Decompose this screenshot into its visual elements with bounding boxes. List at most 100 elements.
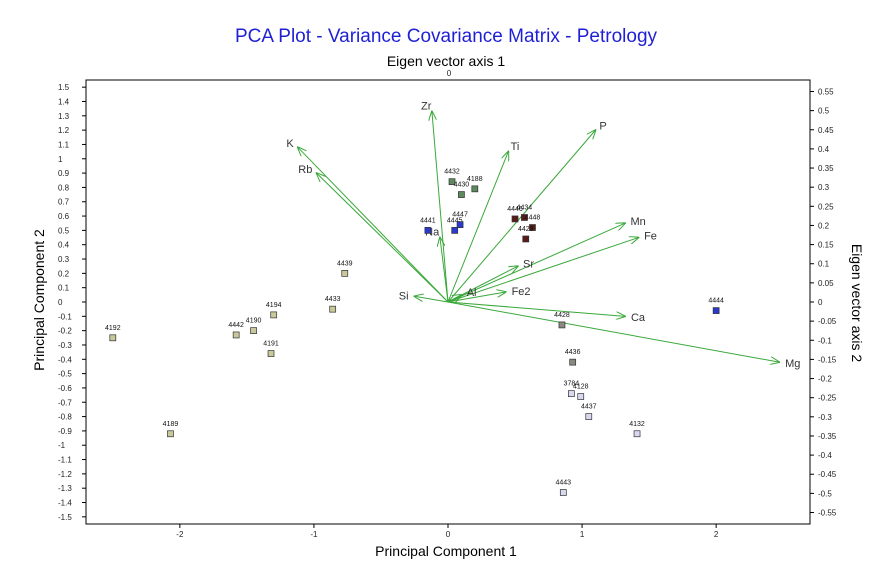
y-tick-label: 0.5	[58, 226, 70, 235]
y-tick-label: -0.4	[58, 355, 72, 364]
sample-point-4441	[424, 227, 432, 234]
sample-label-4191: 4191	[263, 341, 279, 348]
vector-label-mn: Mn	[630, 216, 645, 228]
sample-label-4132: 4132	[629, 421, 645, 428]
y-tick-label: 0.9	[58, 169, 70, 178]
sample-point-4128	[577, 393, 585, 400]
sample-label-4441: 4441	[420, 217, 436, 224]
vector-ca	[447, 301, 625, 316]
vector-label-p: P	[599, 121, 606, 133]
right-y-tick-label: 0.05	[818, 279, 834, 288]
sample-label-4439: 4439	[337, 260, 353, 267]
sample-point-4445	[451, 227, 459, 234]
y-tick-label: -0.5	[58, 370, 72, 379]
vector-fe2	[447, 292, 506, 303]
right-y-tick-label: 0.35	[818, 164, 834, 173]
y-tick-label: -1.4	[58, 499, 72, 508]
right-y-tick-label: 0.15	[818, 241, 834, 250]
y-tick-label: -0.8	[58, 413, 72, 422]
right-y-tick-label: -0.2	[818, 375, 832, 384]
right-y-tick-label: 0.3	[818, 183, 830, 192]
right-y-tick-label: 0.2	[818, 221, 830, 230]
sample-point-4428	[558, 321, 566, 329]
x-tick-label: -2	[176, 530, 184, 539]
y-tick-label: 1.3	[58, 112, 70, 121]
y-tick-label: -0.3	[58, 341, 72, 350]
sample-label-4189: 4189	[163, 421, 179, 428]
sample-point-4132	[633, 430, 641, 438]
sample-label-3784: 3784	[564, 381, 580, 388]
sample-label-4192: 4192	[105, 325, 121, 332]
vector-label-rb: Rb	[298, 164, 312, 176]
sample-label-4448: 4448	[525, 215, 541, 222]
right-y-tick-label: -0.3	[818, 413, 832, 422]
sample-label-4194: 4194	[266, 302, 282, 309]
vector-label-sr: Sr	[523, 258, 534, 270]
sample-label-4443: 4443	[556, 479, 572, 486]
sample-label-4436: 4436	[565, 349, 581, 356]
vector-label-fe2: Fe2	[512, 286, 531, 298]
y-tick-label: 0.2	[58, 269, 70, 278]
sample-point-4444	[712, 307, 720, 314]
sample-point-4439	[341, 270, 349, 277]
x-tick-label: 1	[580, 530, 585, 539]
right-y-tick-label: -0.5	[818, 489, 832, 498]
y-tick-label: -0.9	[58, 427, 72, 436]
sample-point-4430	[458, 191, 465, 198]
y-tick-label: -1.1	[58, 456, 72, 465]
y-tick-label: -1.2	[58, 470, 72, 479]
sample-point-4442	[232, 331, 240, 339]
vector-label-si: Si	[399, 290, 409, 302]
y-tick-label: -1	[58, 441, 66, 450]
sample-label-4444: 4444	[708, 298, 724, 305]
right-y-tick-label: 0.1	[818, 260, 830, 269]
sample-label-4442: 4442	[228, 322, 244, 329]
right-y-tick-label: 0.5	[818, 107, 830, 116]
vector-label-al: Al	[467, 287, 477, 299]
vector-k	[298, 147, 449, 303]
vector-mn	[447, 223, 625, 303]
y-tick-label: -0.6	[58, 384, 72, 393]
sample-point-4432	[448, 178, 456, 186]
vector-zr	[432, 112, 449, 303]
sample-point-4447	[456, 221, 464, 229]
right-y-tick-label: 0.4	[818, 145, 830, 154]
y-tick-label: 1.2	[58, 126, 70, 135]
sample-point-4443	[559, 489, 567, 496]
sample-label-4428: 4428	[554, 312, 570, 319]
right-y-tick-label: -0.35	[818, 432, 837, 441]
top-axis-tick: 0	[447, 69, 452, 78]
y-tick-label: 1	[58, 155, 63, 164]
sample-label-4128: 4128	[573, 384, 589, 391]
right-y-tick-label: 0	[818, 298, 823, 307]
y-tick-label: 0.4	[58, 241, 70, 250]
y-tick-label: -1.3	[58, 484, 72, 493]
vector-al	[447, 295, 461, 302]
sample-label-4437: 4437	[581, 404, 597, 411]
sample-point-4448	[529, 224, 536, 231]
right-y-tick-label: -0.15	[818, 355, 837, 364]
right-y-tick-label: -0.45	[818, 470, 837, 479]
vector-label-ca: Ca	[631, 312, 646, 324]
axis-ticks: 1.5 1.4 1.3 1.2 1.1 1 0.9 0.8 0.7 0.6 0.5 0.4 0.3 0.2…	[58, 83, 837, 539]
vector-label-ti: Ti	[511, 141, 520, 153]
vector-mg	[447, 301, 779, 362]
sample-point-4429	[522, 235, 530, 243]
sample-point-4192	[109, 334, 117, 342]
right-y-tick-label: -0.05	[818, 317, 837, 326]
vector-label-mg: Mg	[785, 358, 800, 370]
sample-label-4445: 4445	[447, 217, 463, 224]
sample-label-4447: 4447	[452, 212, 468, 219]
sample-point-4194	[270, 311, 278, 319]
top-axis-label: Eigen vector axis 1	[387, 53, 505, 69]
y-tick-label: 0	[58, 298, 63, 307]
right-axis-label: Eigen vector axis 2	[849, 244, 865, 362]
sample-label-4434: 4434	[517, 204, 533, 211]
y-tick-label: -0.1	[58, 312, 72, 321]
y-tick-label: 0.1	[58, 284, 70, 293]
sample-point-4434	[521, 214, 528, 221]
y-tick-label: 1.4	[58, 97, 70, 106]
sample-label-4188: 4188	[467, 176, 483, 183]
right-y-tick-label: -0.4	[818, 451, 832, 460]
